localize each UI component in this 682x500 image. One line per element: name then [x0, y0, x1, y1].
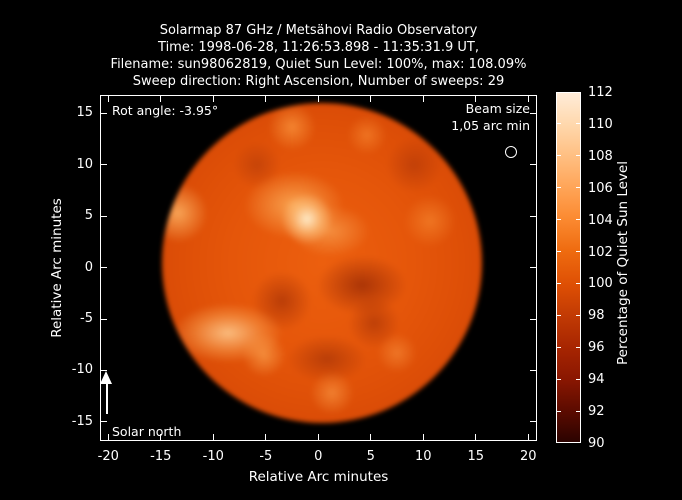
x-tick-label: -20 — [97, 449, 119, 464]
colorbar-tick-label: 108 — [588, 148, 613, 164]
colorbar-tick-left — [557, 187, 561, 189]
figure-subtitle-filename: Filename: sun98062819, Quiet Sun Level: … — [110, 57, 527, 72]
y-tick-right — [530, 164, 536, 166]
beam-size-line1: Beam size — [465, 101, 530, 116]
colorbar-tick-label: 106 — [588, 180, 613, 196]
figure-title: Solarmap 87 GHz / Metsähovi Radio Observ… — [159, 23, 478, 38]
x-tick-top — [107, 96, 109, 102]
solar-north-arrow-icon — [100, 371, 112, 384]
colorbar-tick-right — [576, 410, 580, 412]
x-tick-top — [475, 96, 477, 102]
x-axis-label: Relative Arc minutes — [248, 469, 389, 485]
colorbar-tick-label: 104 — [588, 212, 613, 228]
colorbar-tick-left — [557, 282, 561, 284]
colorbar-tick-right — [576, 123, 580, 125]
x-tick-bottom — [370, 434, 372, 440]
y-tick-label: -5 — [80, 311, 93, 327]
y-tick-label: 0 — [84, 259, 93, 275]
colorbar-tick-right — [576, 378, 580, 380]
figure-header: Solarmap 87 GHz / Metsähovi Radio Observ… — [100, 22, 537, 90]
y-tick-left — [101, 369, 107, 371]
y-tick-label: -10 — [71, 362, 93, 378]
colorbar-tick-right — [576, 187, 580, 189]
colorbar-tick-right — [576, 155, 580, 157]
colorbar-tick-right — [576, 282, 580, 284]
x-tick-top — [265, 96, 267, 102]
colorbar-tick-label: 96 — [588, 340, 605, 356]
beam-size-annotation: Beam size 1,05 arc min — [451, 100, 530, 134]
colorbar-tick-left — [557, 219, 561, 221]
y-tick-label: 15 — [76, 105, 93, 121]
colorbar-tick-label: 92 — [588, 404, 605, 420]
x-tick-label: -5 — [259, 449, 273, 464]
x-tick-bottom — [265, 434, 267, 440]
x-tick-bottom — [317, 434, 319, 440]
y-tick-left — [101, 164, 107, 166]
y-tick-right — [530, 215, 536, 217]
y-tick-left — [101, 267, 107, 269]
x-tick-top — [370, 96, 372, 102]
colorbar-label: Percentage of Quiet Sun Level — [615, 161, 631, 365]
colorbar-tick-left — [557, 346, 561, 348]
colorbar-tick-right — [576, 346, 580, 348]
x-tick-label: -15 — [150, 449, 172, 464]
y-tick-left — [101, 421, 107, 423]
colorbar-tick-label: 112 — [588, 85, 613, 100]
x-tick-bottom — [212, 434, 214, 440]
rot-angle-annotation: Rot angle: -3.95° — [112, 103, 219, 118]
colorbar-tick-label: 94 — [588, 372, 605, 388]
solar-north-label: Solar north — [112, 424, 182, 439]
x-tick-label: 10 — [415, 449, 432, 464]
colorbar — [556, 92, 581, 443]
y-tick-left — [101, 215, 107, 217]
colorbar-tick-left — [557, 123, 561, 125]
colorbar-tick-left — [557, 410, 561, 412]
y-tick-label: 5 — [84, 208, 93, 224]
x-tick-bottom — [527, 434, 529, 440]
y-tick-label: -15 — [71, 413, 93, 429]
solar-disk-heatmap — [162, 103, 482, 423]
x-tick-bottom — [160, 434, 162, 440]
y-tick-left — [101, 112, 107, 114]
x-tick-bottom — [107, 434, 109, 440]
x-tick-top — [160, 96, 162, 102]
x-tick-top — [212, 96, 214, 102]
colorbar-tick-label: 102 — [588, 244, 613, 260]
colorbar-tick-right — [576, 314, 580, 316]
x-tick-top — [317, 96, 319, 102]
x-tick-label: 0 — [314, 449, 323, 464]
beam-size-circle-icon — [505, 146, 517, 158]
colorbar-tick-label: 98 — [588, 308, 605, 324]
y-tick-label: 10 — [76, 156, 93, 172]
y-tick-right — [530, 112, 536, 114]
x-tick-label: -10 — [202, 449, 224, 464]
colorbar-tick-left — [557, 155, 561, 157]
y-tick-left — [101, 318, 107, 320]
y-tick-right — [530, 318, 536, 320]
colorbar-tick-label: 90 — [588, 436, 605, 451]
solar-north-arrow-shaft — [105, 383, 108, 414]
beam-size-line2: 1,05 arc min — [451, 118, 530, 133]
x-tick-label: 15 — [467, 449, 485, 464]
x-tick-top — [527, 96, 529, 102]
x-tick-bottom — [422, 434, 424, 440]
x-tick-label: 20 — [520, 449, 537, 464]
y-tick-right — [530, 421, 536, 423]
colorbar-tick-left — [557, 314, 561, 316]
y-tick-right — [530, 369, 536, 371]
colorbar-tick-label: 110 — [588, 116, 613, 132]
colorbar-tick-left — [557, 251, 561, 253]
y-tick-right — [530, 267, 536, 269]
figure-subtitle-sweep: Sweep direction: Right Ascension, Number… — [132, 74, 505, 89]
figure-subtitle-time: Time: 1998-06-28, 11:26:53.898 - 11:35:3… — [158, 40, 479, 55]
colorbar-tick-right — [576, 219, 580, 221]
x-tick-bottom — [475, 434, 477, 440]
colorbar-tick-right — [576, 251, 580, 253]
colorbar-tick-left — [557, 378, 561, 380]
x-tick-top — [422, 96, 424, 102]
colorbar-tick-label: 100 — [588, 276, 613, 292]
x-tick-label: 5 — [366, 449, 375, 464]
